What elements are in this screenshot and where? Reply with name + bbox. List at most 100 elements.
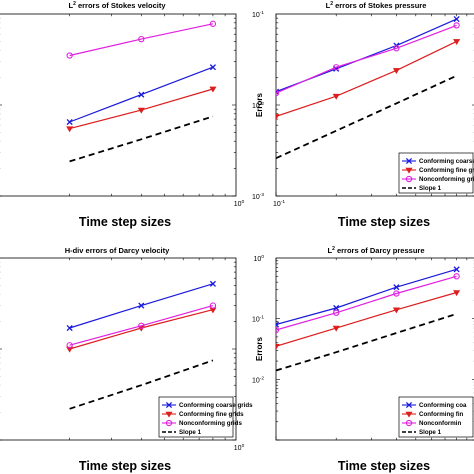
- subplot-2: L2 errors of Stokes pressure Time step si…: [252, 1, 474, 229]
- x-axis-label: Time step sizes: [79, 459, 171, 473]
- data-point-conforming-fine: [276, 114, 280, 120]
- series-line-slope: [276, 313, 457, 372]
- legend-label: Nonconforming grids: [179, 420, 242, 427]
- data-point-conforming-fine: [209, 86, 217, 93]
- y-axis-label: Errors: [255, 92, 264, 117]
- series-line-nonconforming: [69, 23, 214, 57]
- data-point-nonconforming: [138, 322, 145, 329]
- data-point-nonconforming: [453, 22, 460, 29]
- legend-label: Slope 1: [419, 429, 442, 436]
- legend-box: [158, 396, 234, 438]
- plot-title: L2 errors of Stokes velocity: [69, 1, 167, 10]
- data-point-conforming-fine: [392, 68, 400, 74]
- series-line-conforming-coarse: [276, 268, 457, 326]
- legend-marker-conforming-fine: [165, 411, 173, 418]
- x-tick-label: 100: [234, 199, 245, 208]
- legend-marker-conforming-coarse: [165, 401, 173, 409]
- data-point-nonconforming: [276, 89, 280, 97]
- y-tick-label: 10-2: [252, 101, 264, 110]
- data-point-nonconforming: [66, 52, 73, 59]
- legend-label: Conforming coarse grids: [419, 158, 474, 165]
- x-axis-label: Time step sizes: [338, 459, 430, 473]
- data-point-conforming-coarse: [209, 64, 216, 71]
- series-line-conforming-fine: [276, 291, 457, 347]
- y-tick-label: 10-3: [252, 192, 264, 201]
- data-point-nonconforming: [333, 309, 340, 316]
- data-point-conforming-coarse: [393, 284, 400, 291]
- legend: Conforming coa Conforming fin Nonconformin…: [398, 396, 474, 438]
- series-line-nonconforming: [276, 275, 457, 331]
- data-point-nonconforming: [276, 326, 280, 334]
- series-line-nonconforming: [69, 305, 214, 346]
- legend-label: Nonconforming grids: [419, 176, 474, 183]
- legend-marker-nonconforming: [405, 175, 413, 183]
- x-axis-label: Time step sizes: [338, 215, 430, 229]
- data-point-nonconforming: [393, 290, 400, 297]
- legend: Conforming coarse grids Conforming fine g…: [398, 152, 474, 194]
- data-point-conforming-fine: [137, 107, 145, 114]
- data-point-nonconforming: [66, 342, 73, 349]
- legend-label: Conforming fin: [419, 411, 464, 418]
- data-point-conforming-coarse: [66, 118, 73, 126]
- legend-label: Conforming fine grids: [419, 167, 474, 174]
- y-tick-label: 10-1: [252, 10, 264, 19]
- x-tick-label: 100: [234, 443, 245, 452]
- data-point-nonconforming: [209, 20, 217, 27]
- data-point-conforming-coarse: [209, 280, 216, 287]
- data-point-nonconforming: [333, 64, 340, 71]
- data-point-conforming-coarse: [453, 266, 460, 273]
- data-point-conforming-coarse: [66, 324, 73, 332]
- data-point-conforming-coarse: [333, 304, 340, 312]
- series-line-slope: [69, 115, 214, 163]
- data-point-conforming-fine: [453, 290, 461, 297]
- series-line-nonconforming: [276, 24, 457, 94]
- plot-area: [66, 280, 217, 410]
- legend-marker-nonconforming: [405, 419, 413, 427]
- data-point-nonconforming: [453, 273, 460, 280]
- axes-frame: [0, 13, 237, 197]
- data-point-conforming-fine: [66, 126, 74, 133]
- data-point-conforming-fine: [453, 39, 461, 45]
- y-tick-label: 100: [254, 254, 265, 263]
- series-line-slope: [69, 359, 214, 410]
- plot-area: [276, 266, 461, 372]
- legend-marker-conforming-coarse: [405, 157, 413, 165]
- legend-label: Conforming coa: [419, 402, 467, 409]
- data-point-conforming-fine: [392, 307, 400, 314]
- plot-title: L2 errors of Stokes pressure: [326, 1, 427, 10]
- legend-marker-conforming-fine: [405, 411, 413, 418]
- legend-label: Slope 1: [419, 185, 442, 192]
- data-point-conforming-coarse: [138, 91, 145, 98]
- y-tick-label: 10-2: [252, 375, 264, 384]
- x-axis-label: Time step sizes: [79, 215, 171, 229]
- y-axis-label: Errors: [255, 336, 264, 361]
- subplot-3: H-div errors of Darcy velocity Time step …: [0, 246, 253, 473]
- plot-area: [276, 15, 461, 160]
- data-point-conforming-fine: [332, 325, 340, 332]
- data-point-conforming-coarse: [453, 15, 460, 23]
- subplot-1: L2 errors of Stokes velocity Time step si…: [0, 1, 245, 229]
- data-point-conforming-fine: [66, 346, 74, 353]
- plot-area: [66, 20, 217, 163]
- legend-label: Slope 1: [179, 429, 202, 436]
- legend-label: Conforming coarse grids: [179, 402, 253, 409]
- data-point-conforming-coarse: [276, 321, 280, 328]
- legend-label: Nonconformin: [419, 420, 461, 427]
- legend-box: [398, 396, 474, 438]
- data-point-conforming-coarse: [138, 302, 145, 309]
- plot-title: H-div errors of Darcy velocity: [65, 246, 170, 255]
- data-point-conforming-coarse: [276, 88, 280, 95]
- plot-title: L2 errors of Darcy pressure: [327, 246, 424, 255]
- y-tick-label: 10-1: [252, 315, 264, 324]
- legend-box: [398, 152, 474, 194]
- data-point-conforming-fine: [276, 344, 280, 350]
- x-tick-label: 10-1: [273, 199, 285, 208]
- subplot-4: L2 errors of Darcy pressure Time step siz…: [252, 246, 474, 473]
- legend-marker-conforming-fine: [405, 167, 413, 174]
- series-line-conforming-fine: [276, 40, 457, 117]
- legend-marker-nonconforming: [165, 419, 173, 427]
- legend-marker-conforming-coarse: [405, 401, 413, 409]
- data-point-nonconforming: [209, 302, 217, 309]
- data-point-nonconforming: [393, 45, 400, 52]
